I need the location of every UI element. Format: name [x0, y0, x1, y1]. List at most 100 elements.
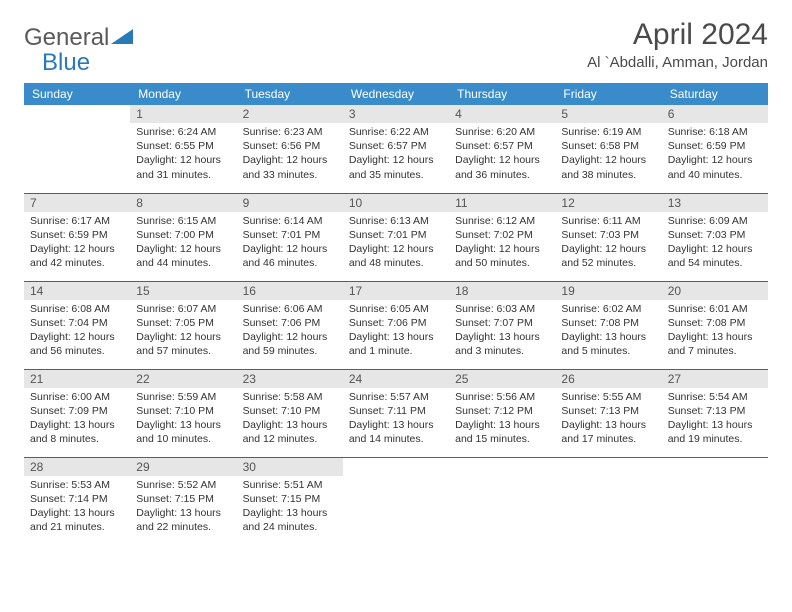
day-number: 27: [662, 370, 768, 388]
calendar-cell: 28Sunrise: 5:53 AMSunset: 7:14 PMDayligh…: [24, 457, 130, 545]
day-number: 23: [237, 370, 343, 388]
day-header: Monday: [130, 83, 236, 105]
day-number: 22: [130, 370, 236, 388]
calendar-cell: 24Sunrise: 5:57 AMSunset: 7:11 PMDayligh…: [343, 369, 449, 457]
day-info: Sunrise: 6:13 AMSunset: 7:01 PMDaylight:…: [343, 212, 449, 275]
day-info: Sunrise: 6:18 AMSunset: 6:59 PMDaylight:…: [662, 123, 768, 186]
calendar-cell: [662, 457, 768, 545]
day-number: 29: [130, 458, 236, 476]
calendar-cell: 10Sunrise: 6:13 AMSunset: 7:01 PMDayligh…: [343, 193, 449, 281]
calendar-row: 1Sunrise: 6:24 AMSunset: 6:55 PMDaylight…: [24, 105, 768, 193]
day-number: 30: [237, 458, 343, 476]
day-info: Sunrise: 6:24 AMSunset: 6:55 PMDaylight:…: [130, 123, 236, 186]
calendar-cell: [449, 457, 555, 545]
day-number: 10: [343, 194, 449, 212]
calendar-cell: 27Sunrise: 5:54 AMSunset: 7:13 PMDayligh…: [662, 369, 768, 457]
calendar-cell: 6Sunrise: 6:18 AMSunset: 6:59 PMDaylight…: [662, 105, 768, 193]
calendar-cell: 5Sunrise: 6:19 AMSunset: 6:58 PMDaylight…: [555, 105, 661, 193]
calendar-cell: 25Sunrise: 5:56 AMSunset: 7:12 PMDayligh…: [449, 369, 555, 457]
day-number: 24: [343, 370, 449, 388]
day-header: Tuesday: [237, 83, 343, 105]
title-block: April 2024 Al `Abdalli, Amman, Jordan: [587, 18, 768, 71]
day-number: 2: [237, 105, 343, 123]
calendar-cell: 3Sunrise: 6:22 AMSunset: 6:57 PMDaylight…: [343, 105, 449, 193]
calendar-cell: 29Sunrise: 5:52 AMSunset: 7:15 PMDayligh…: [130, 457, 236, 545]
day-number: 9: [237, 194, 343, 212]
day-number: 5: [555, 105, 661, 123]
day-number: 4: [449, 105, 555, 123]
calendar-cell: 20Sunrise: 6:01 AMSunset: 7:08 PMDayligh…: [662, 281, 768, 369]
day-info: Sunrise: 6:02 AMSunset: 7:08 PMDaylight:…: [555, 300, 661, 363]
calendar-body: 1Sunrise: 6:24 AMSunset: 6:55 PMDaylight…: [24, 105, 768, 545]
brand-triangle-icon: [111, 24, 133, 52]
calendar-cell: 4Sunrise: 6:20 AMSunset: 6:57 PMDaylight…: [449, 105, 555, 193]
day-info: Sunrise: 6:08 AMSunset: 7:04 PMDaylight:…: [24, 300, 130, 363]
brand-logo: General: [24, 24, 133, 52]
day-info: Sunrise: 6:17 AMSunset: 6:59 PMDaylight:…: [24, 212, 130, 275]
day-info: Sunrise: 5:51 AMSunset: 7:15 PMDaylight:…: [237, 476, 343, 539]
day-number: 16: [237, 282, 343, 300]
calendar-cell: 9Sunrise: 6:14 AMSunset: 7:01 PMDaylight…: [237, 193, 343, 281]
calendar-cell: [555, 457, 661, 545]
day-number: 11: [449, 194, 555, 212]
day-info: Sunrise: 5:53 AMSunset: 7:14 PMDaylight:…: [24, 476, 130, 539]
calendar-cell: 23Sunrise: 5:58 AMSunset: 7:10 PMDayligh…: [237, 369, 343, 457]
calendar-cell: 18Sunrise: 6:03 AMSunset: 7:07 PMDayligh…: [449, 281, 555, 369]
day-number: 28: [24, 458, 130, 476]
day-number: 19: [555, 282, 661, 300]
day-number: 6: [662, 105, 768, 123]
day-number: 17: [343, 282, 449, 300]
day-info: Sunrise: 5:52 AMSunset: 7:15 PMDaylight:…: [130, 476, 236, 539]
day-info: Sunrise: 6:07 AMSunset: 7:05 PMDaylight:…: [130, 300, 236, 363]
day-info: Sunrise: 6:15 AMSunset: 7:00 PMDaylight:…: [130, 212, 236, 275]
calendar-cell: 11Sunrise: 6:12 AMSunset: 7:02 PMDayligh…: [449, 193, 555, 281]
day-info: Sunrise: 5:59 AMSunset: 7:10 PMDaylight:…: [130, 388, 236, 451]
day-info: Sunrise: 6:12 AMSunset: 7:02 PMDaylight:…: [449, 212, 555, 275]
day-info: Sunrise: 5:55 AMSunset: 7:13 PMDaylight:…: [555, 388, 661, 451]
day-number: 7: [24, 194, 130, 212]
day-header-row: SundayMondayTuesdayWednesdayThursdayFrid…: [24, 83, 768, 105]
day-header: Wednesday: [343, 83, 449, 105]
day-number: 21: [24, 370, 130, 388]
calendar-cell: 30Sunrise: 5:51 AMSunset: 7:15 PMDayligh…: [237, 457, 343, 545]
day-header: Sunday: [24, 83, 130, 105]
day-info: Sunrise: 6:14 AMSunset: 7:01 PMDaylight:…: [237, 212, 343, 275]
day-number: 1: [130, 105, 236, 123]
calendar-row: 28Sunrise: 5:53 AMSunset: 7:14 PMDayligh…: [24, 457, 768, 545]
calendar-cell: 8Sunrise: 6:15 AMSunset: 7:00 PMDaylight…: [130, 193, 236, 281]
day-number: 8: [130, 194, 236, 212]
month-title: April 2024: [587, 18, 768, 52]
calendar-cell: 17Sunrise: 6:05 AMSunset: 7:06 PMDayligh…: [343, 281, 449, 369]
day-info: Sunrise: 5:54 AMSunset: 7:13 PMDaylight:…: [662, 388, 768, 451]
calendar-cell: [343, 457, 449, 545]
calendar-cell: 2Sunrise: 6:23 AMSunset: 6:56 PMDaylight…: [237, 105, 343, 193]
calendar-cell: 7Sunrise: 6:17 AMSunset: 6:59 PMDaylight…: [24, 193, 130, 281]
day-info: Sunrise: 6:01 AMSunset: 7:08 PMDaylight:…: [662, 300, 768, 363]
calendar-cell: 13Sunrise: 6:09 AMSunset: 7:03 PMDayligh…: [662, 193, 768, 281]
day-number: 18: [449, 282, 555, 300]
day-number: 13: [662, 194, 768, 212]
day-header: Saturday: [662, 83, 768, 105]
day-number: 3: [343, 105, 449, 123]
calendar-cell: 22Sunrise: 5:59 AMSunset: 7:10 PMDayligh…: [130, 369, 236, 457]
day-info: Sunrise: 6:22 AMSunset: 6:57 PMDaylight:…: [343, 123, 449, 186]
day-info: Sunrise: 6:11 AMSunset: 7:03 PMDaylight:…: [555, 212, 661, 275]
calendar-cell: 21Sunrise: 6:00 AMSunset: 7:09 PMDayligh…: [24, 369, 130, 457]
calendar-cell: 19Sunrise: 6:02 AMSunset: 7:08 PMDayligh…: [555, 281, 661, 369]
calendar-row: 14Sunrise: 6:08 AMSunset: 7:04 PMDayligh…: [24, 281, 768, 369]
brand-part1: General: [24, 24, 109, 52]
day-number: 26: [555, 370, 661, 388]
day-number: 20: [662, 282, 768, 300]
day-info: Sunrise: 6:03 AMSunset: 7:07 PMDaylight:…: [449, 300, 555, 363]
day-number: 25: [449, 370, 555, 388]
day-number: 14: [24, 282, 130, 300]
day-info: Sunrise: 6:06 AMSunset: 7:06 PMDaylight:…: [237, 300, 343, 363]
day-info: Sunrise: 6:05 AMSunset: 7:06 PMDaylight:…: [343, 300, 449, 363]
calendar-table: SundayMondayTuesdayWednesdayThursdayFrid…: [24, 83, 768, 545]
day-header: Thursday: [449, 83, 555, 105]
day-info: Sunrise: 5:57 AMSunset: 7:11 PMDaylight:…: [343, 388, 449, 451]
calendar-cell: 1Sunrise: 6:24 AMSunset: 6:55 PMDaylight…: [130, 105, 236, 193]
brand-part2: Blue: [42, 49, 90, 76]
calendar-cell: 26Sunrise: 5:55 AMSunset: 7:13 PMDayligh…: [555, 369, 661, 457]
day-info: Sunrise: 6:19 AMSunset: 6:58 PMDaylight:…: [555, 123, 661, 186]
